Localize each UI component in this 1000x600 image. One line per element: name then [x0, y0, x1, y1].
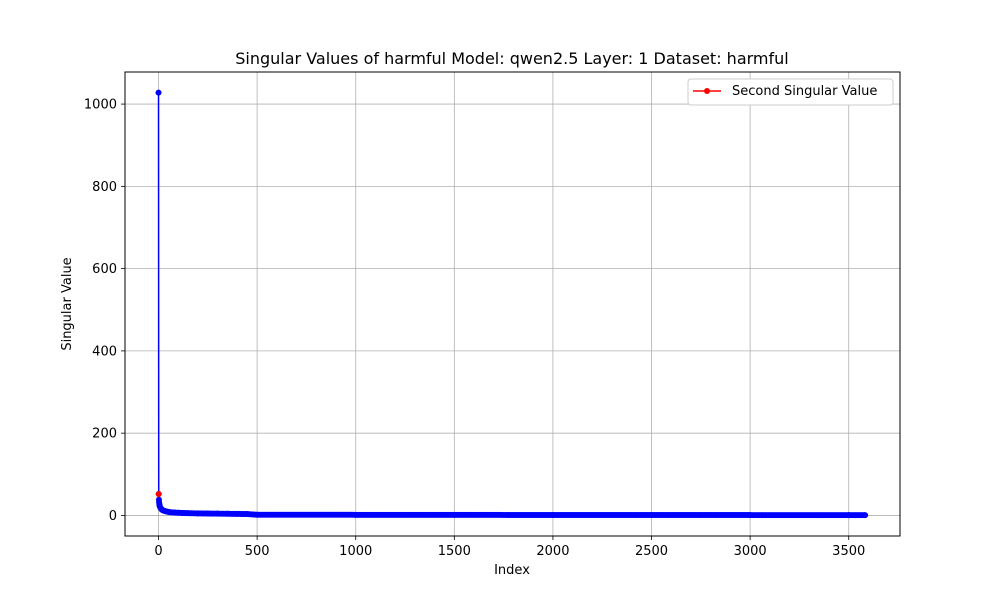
chart-title: Singular Values of harmful Model: qwen2.… [235, 49, 788, 68]
x-tick-label-3000: 3000 [734, 544, 767, 559]
series-point-singular-values-16 [179, 509, 186, 516]
series-point-singular-values-19 [204, 510, 211, 517]
x-tick-label-3500: 3500 [832, 544, 865, 559]
x-tick-label-2500: 2500 [635, 544, 668, 559]
legend: Second Singular Value [687, 78, 894, 106]
legend-label-second-singular-value: Second Singular Value [732, 84, 877, 99]
x-tick-label-1500: 1500 [438, 544, 471, 559]
axis-ticks: 0 500 1000 1500 2000 2500 3000 3500 0 200 400 600 80… [84, 98, 865, 559]
legend-box [687, 78, 894, 106]
series-point-singular-values-25 [352, 511, 359, 518]
series-point-singular-values-24 [254, 511, 261, 518]
y-axis-label: Singular Value [60, 257, 75, 350]
series-point-singular-values-18 [194, 510, 201, 517]
x-tick-label-2000: 2000 [536, 544, 569, 559]
series-point-second-singular-value-0 [155, 491, 162, 498]
y-tick-label-200: 200 [92, 427, 117, 442]
series-point-singular-values-17 [185, 510, 192, 517]
x-tick-label-500: 500 [245, 544, 270, 559]
series-point-singular-values-26 [451, 511, 458, 518]
series-point-singular-values-29 [747, 512, 754, 519]
y-tick-label-400: 400 [92, 344, 117, 359]
series-point-singular-values-21 [224, 510, 231, 517]
plot-frame [124, 71, 901, 537]
y-tick-label-600: 600 [92, 262, 117, 277]
series-point-singular-values-28 [648, 512, 655, 519]
y-tick-label-800: 800 [92, 180, 117, 195]
series-point-singular-values-27 [549, 511, 556, 518]
legend-marker-second-singular-value [704, 88, 710, 94]
series-point-singular-values-31 [862, 512, 869, 519]
series-point-singular-values-0 [155, 89, 162, 96]
plot-series [155, 89, 869, 519]
series-point-singular-values-23 [244, 511, 251, 518]
series-point-singular-values-22 [234, 510, 241, 517]
y-tick-label-1000: 1000 [84, 98, 117, 113]
y-tick-label-0: 0 [109, 509, 117, 524]
plot-area [125, 72, 900, 536]
series-point-singular-values-20 [214, 510, 221, 517]
series-point-singular-values-30 [845, 512, 852, 519]
x-tick-label-0: 0 [154, 544, 162, 559]
x-axis-label: Index [494, 563, 530, 578]
x-tick-label-1000: 1000 [339, 544, 372, 559]
